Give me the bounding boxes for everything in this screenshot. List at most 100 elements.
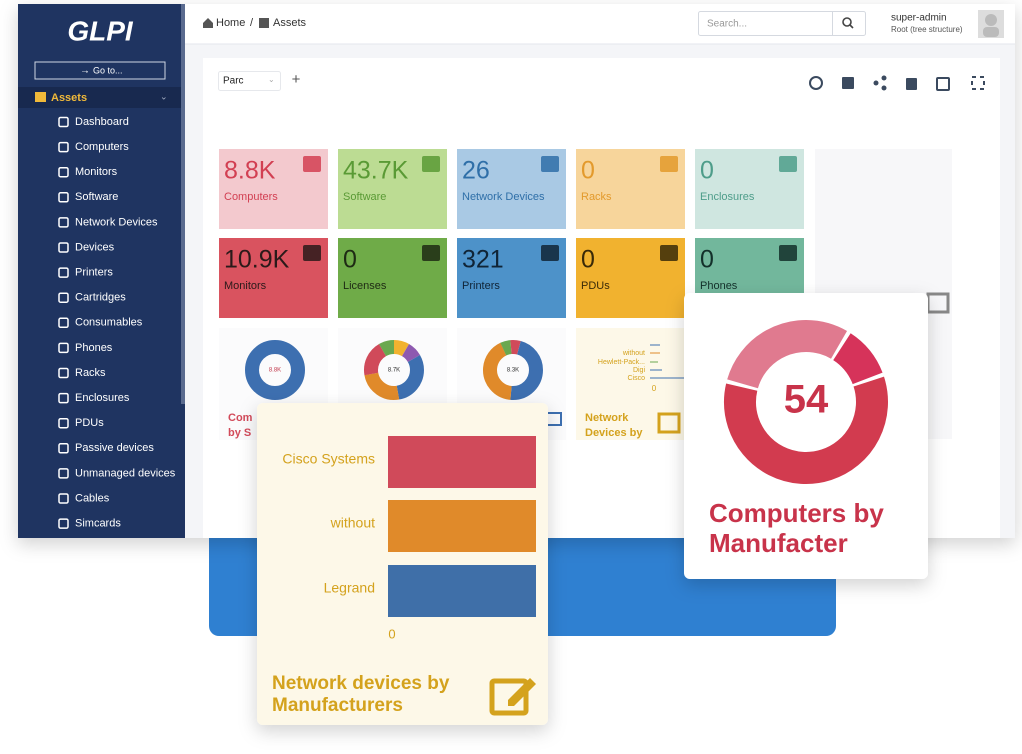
history-icon[interactable]	[809, 76, 823, 90]
goto-button[interactable]	[34, 61, 166, 80]
share-icon[interactable]	[873, 80, 879, 86]
mini-legend: Hewlett-Pack...	[598, 359, 645, 366]
fullscreen-icon[interactable]	[971, 76, 985, 90]
add-dashboard[interactable]: +	[292, 71, 301, 88]
donut-segment	[724, 320, 888, 484]
user-name[interactable]: super-admin	[891, 13, 947, 24]
menu-icon	[58, 192, 69, 203]
section-icon	[35, 92, 46, 102]
tile-value: 0	[581, 157, 595, 185]
mini-title: by S	[228, 427, 251, 439]
menu-item[interactable]: Devices	[75, 241, 115, 253]
donut-value: 54	[784, 378, 829, 422]
menu-icon	[58, 141, 69, 153]
menu-item[interactable]: Dashboard	[75, 116, 129, 128]
tile-value: 26	[462, 157, 490, 185]
card-title: Manufacter	[709, 528, 848, 558]
menu-item[interactable]: Consumables	[75, 317, 143, 329]
clone-icon[interactable]	[842, 77, 854, 89]
section-row[interactable]	[18, 87, 181, 108]
menu-item[interactable]: Enclosures	[75, 392, 130, 404]
donut-segment	[483, 340, 543, 400]
bar-label: Legrand	[324, 580, 375, 596]
tile-value: 10.9K	[224, 246, 290, 274]
menu-item[interactable]: Cables	[75, 492, 110, 504]
tile-icon	[303, 245, 321, 261]
tile-label: Racks	[581, 191, 612, 203]
donut-segment	[364, 340, 424, 400]
menu-icon	[58, 392, 69, 404]
dashboard-name: Parc	[223, 76, 244, 87]
bar	[388, 500, 536, 552]
menu-icon	[58, 342, 69, 354]
tile-icon	[779, 156, 797, 172]
menu-icon	[58, 493, 69, 504]
menu-icon	[58, 367, 69, 379]
breadcrumb-home[interactable]: Home	[216, 17, 245, 29]
tile-label: Computers	[224, 191, 278, 203]
mini-title: Devices by	[585, 427, 643, 439]
menu-item[interactable]: Passive devices	[75, 442, 154, 454]
card-title: Computers by	[709, 498, 884, 528]
mini-title: Network	[585, 412, 629, 424]
menu-icon	[58, 116, 69, 128]
menu-item[interactable]: Cartridges	[75, 292, 126, 304]
edit-icon[interactable]	[936, 77, 950, 91]
breadcrumb-assets[interactable]: Assets	[273, 17, 307, 29]
tile-label: Network Devices	[462, 191, 545, 203]
donut-segment	[724, 320, 888, 484]
delete-icon[interactable]	[906, 78, 917, 90]
menu-item[interactable]: Computers	[75, 141, 129, 153]
menu-icon	[58, 217, 69, 228]
tile-icon	[422, 245, 440, 261]
menu-icon	[58, 292, 69, 303]
menu-item[interactable]: Unmanaged devices	[75, 467, 176, 479]
home-icon	[203, 18, 213, 28]
scrollbar	[181, 4, 185, 404]
card-title: Network devices by	[272, 673, 450, 694]
tile-value: 0	[700, 246, 714, 274]
menu-item[interactable]: PDUs	[75, 417, 104, 429]
tile-value: 43.7K	[343, 157, 409, 185]
menu-item[interactable]: Network Devices	[75, 216, 158, 228]
menu-icon	[58, 518, 69, 529]
tile-icon	[541, 156, 559, 172]
menu-item[interactable]: Software	[75, 191, 118, 203]
bar-label: Cisco Systems	[282, 451, 375, 467]
logo: GLPI	[67, 15, 134, 46]
card-title: Manufacturers	[272, 695, 403, 716]
tile-value: 0	[700, 157, 714, 185]
edit-icon[interactable]	[489, 678, 529, 716]
mini-center: 8.7K	[388, 368, 400, 374]
tile-value: 0	[343, 246, 357, 274]
bar-axis: 0	[388, 626, 395, 641]
menu-item[interactable]: Printers	[75, 267, 113, 279]
tile-value: 0	[581, 246, 595, 274]
bar	[388, 565, 536, 617]
assets-icon	[259, 18, 269, 28]
search-icon[interactable]	[842, 17, 852, 27]
menu-icon	[58, 317, 69, 329]
search-box[interactable]	[698, 11, 866, 36]
search-placeholder: Search...	[707, 19, 747, 30]
donut-segment	[364, 340, 424, 400]
toolbar-icons	[809, 75, 985, 91]
menu-icon	[58, 242, 69, 253]
tile-label: Printers	[462, 280, 500, 292]
tile-icon	[541, 245, 559, 261]
tile-icon	[422, 156, 440, 172]
menu-icon	[58, 443, 69, 454]
donut-segment	[364, 340, 424, 400]
tile-icon	[660, 245, 678, 261]
menu-item[interactable]: Monitors	[75, 166, 118, 178]
dashboard-select[interactable]	[218, 71, 281, 91]
tile-label: Licenses	[343, 280, 387, 292]
tile-value: 321	[462, 246, 504, 274]
top-bar	[185, 4, 1015, 44]
menu-item[interactable]: Racks	[75, 367, 106, 379]
bar-card: Cisco Systems without Legrand 0 Network …	[257, 403, 548, 725]
bar	[388, 436, 536, 488]
menu-item[interactable]: Simcards	[75, 518, 121, 530]
donut-segment	[364, 340, 424, 400]
menu-item[interactable]: Phones	[75, 342, 113, 354]
